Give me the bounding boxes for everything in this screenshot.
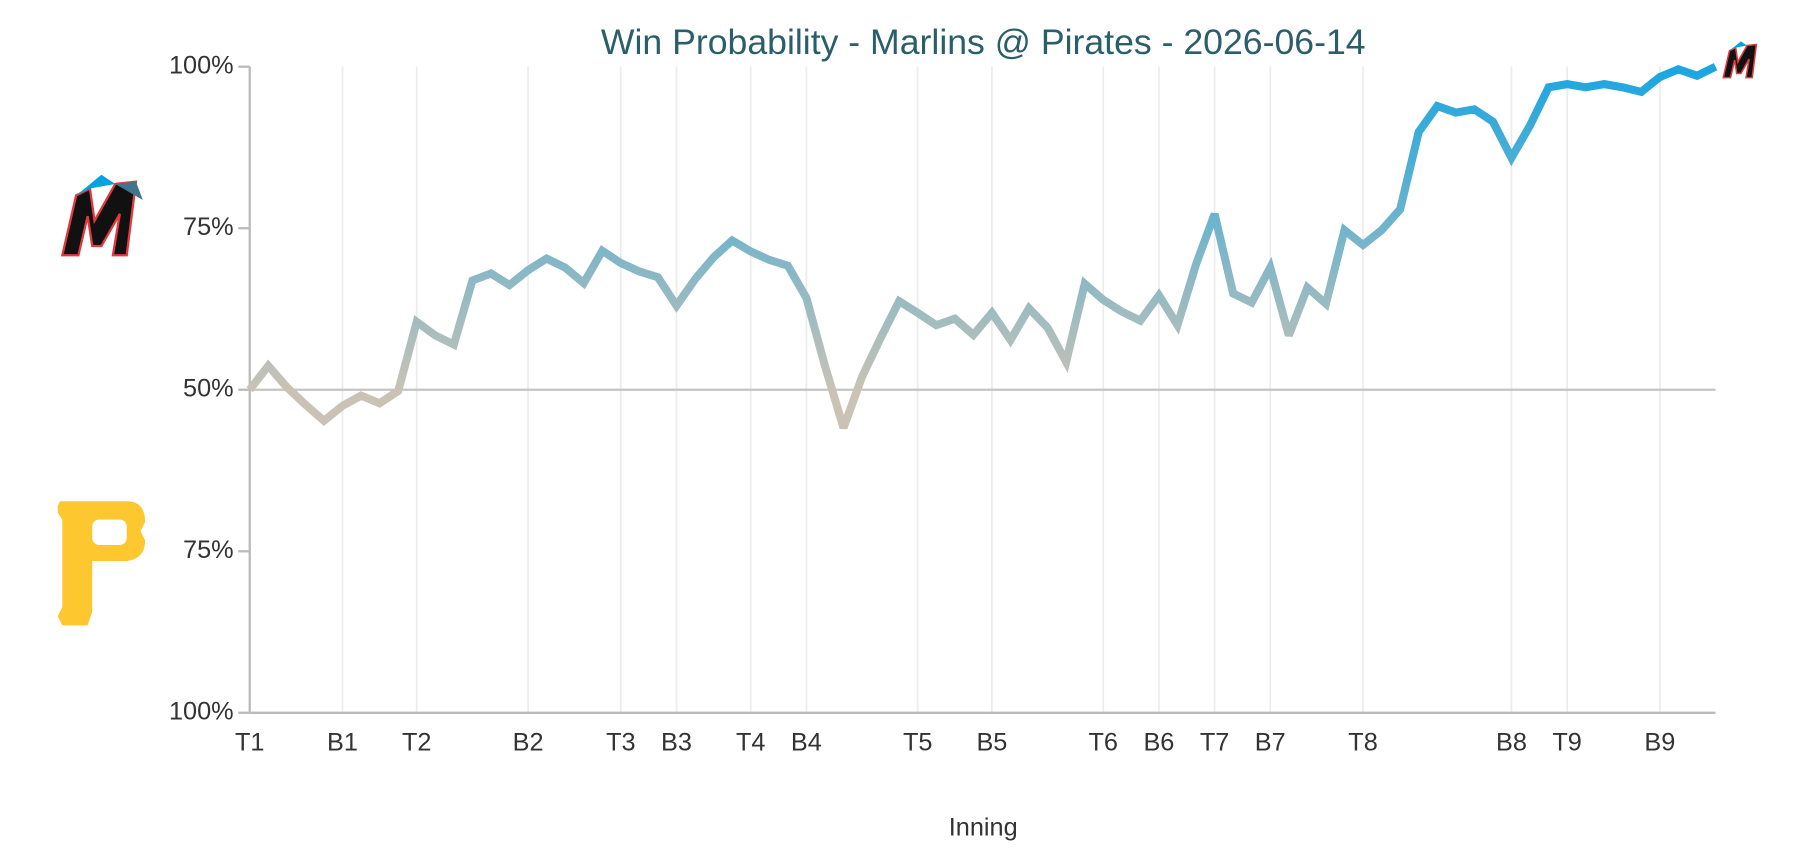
y-tick-label: 100% xyxy=(169,697,234,725)
marlins-logo xyxy=(60,174,143,257)
marlins-logo-small xyxy=(1722,41,1758,79)
x-tick-label: B5 xyxy=(976,729,1007,757)
x-axis-label: Inning xyxy=(949,814,1018,842)
x-tick-label: B2 xyxy=(513,729,544,757)
x-tick-label: T4 xyxy=(736,729,766,757)
x-tick-label: T7 xyxy=(1200,729,1230,757)
plot xyxy=(246,63,1718,430)
pirates-logo xyxy=(57,501,146,626)
x-tick-label: T2 xyxy=(402,729,432,757)
win-probability-line xyxy=(246,63,1718,430)
x-tick-label: B7 xyxy=(1255,729,1286,757)
x-tick-label: T8 xyxy=(1348,729,1378,757)
x-tick-label: B4 xyxy=(791,729,822,757)
grid: T1 B1 T2 B2 T3 B3 T4 B4 T5 B5 T6 B6 T7 B7 T8 B8 T9 B9 100%… xyxy=(169,51,1716,757)
y-tick-label: 100% xyxy=(169,51,234,79)
chart-title: Win Probability - Marlins @ Pirates - 20… xyxy=(601,22,1366,62)
x-tick-label: T6 xyxy=(1088,729,1118,757)
x-tick-label: T1 xyxy=(235,729,265,757)
y-tick-label: 75% xyxy=(183,213,234,241)
x-tick-label: T9 xyxy=(1552,729,1582,757)
x-tick-label: T5 xyxy=(903,729,933,757)
x-tick-label: T3 xyxy=(606,729,636,757)
x-tick-label: B8 xyxy=(1496,729,1527,757)
y-tick-label: 50% xyxy=(183,374,234,402)
y-tick-label: 75% xyxy=(183,536,234,564)
x-tick-label: B3 xyxy=(661,729,692,757)
x-tick-label: B6 xyxy=(1143,729,1174,757)
x-tick-label: B9 xyxy=(1644,729,1675,757)
x-tick-label: B1 xyxy=(327,729,358,757)
